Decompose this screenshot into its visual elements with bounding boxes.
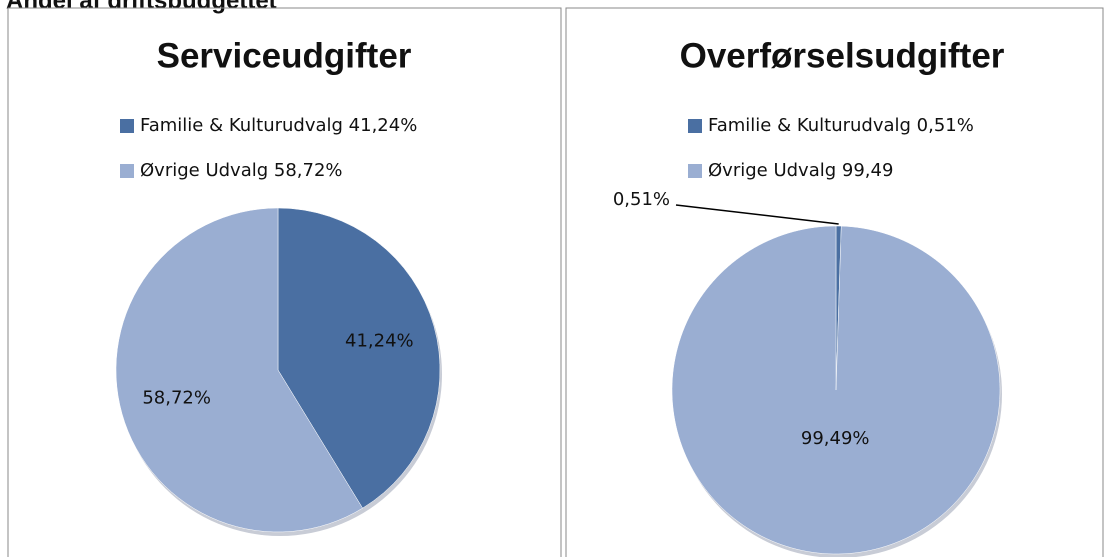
- panel: [7, 7, 562, 557]
- legend-swatch: [688, 164, 702, 178]
- legend-label: Familie & Kulturudvalg 41,24%: [140, 115, 417, 136]
- data-label: 99,49%: [801, 428, 870, 449]
- data-label: 58,72%: [142, 388, 211, 409]
- chart-title: Overførselsudgifter: [680, 36, 1005, 75]
- panel: [565, 7, 1104, 557]
- legend-label: Øvrige Udvalg 99,49: [708, 160, 893, 181]
- legend-label: Øvrige Udvalg 58,72%: [140, 160, 343, 181]
- legend-swatch: [688, 119, 702, 133]
- data-label: 0,51%: [613, 189, 670, 210]
- leader-line: [675, 204, 839, 225]
- chart-title: Serviceudgifter: [157, 36, 412, 75]
- pie-slice: [115, 207, 363, 533]
- pie-slice: [671, 225, 1001, 555]
- data-label: 41,24%: [345, 330, 414, 351]
- legend-swatch: [120, 164, 134, 178]
- pie-slice: [277, 207, 441, 509]
- legend-label: Familie & Kulturudvalg 0,51%: [708, 115, 974, 136]
- legend-swatch: [120, 119, 134, 133]
- heading: Andel af driftsbudgettet: [6, 0, 277, 14]
